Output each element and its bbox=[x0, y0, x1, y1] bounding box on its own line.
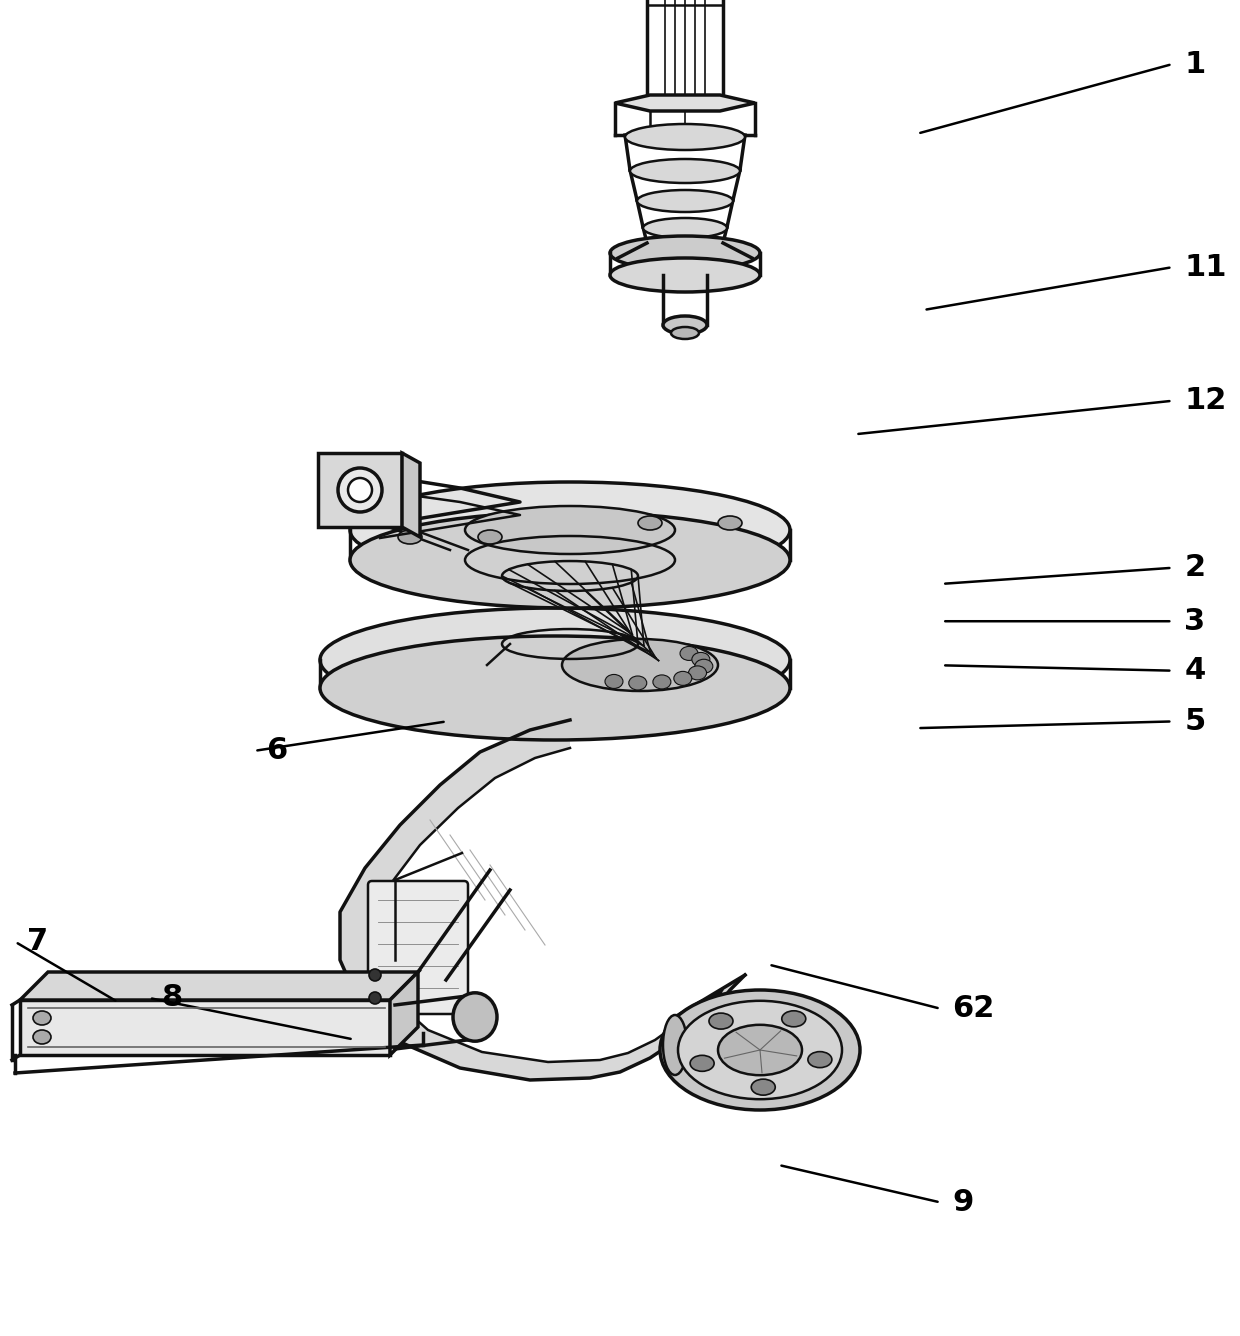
Ellipse shape bbox=[692, 652, 709, 667]
Ellipse shape bbox=[709, 1013, 733, 1029]
Ellipse shape bbox=[348, 478, 372, 502]
Ellipse shape bbox=[639, 516, 662, 530]
Polygon shape bbox=[317, 453, 402, 526]
Ellipse shape bbox=[673, 672, 692, 685]
Ellipse shape bbox=[477, 530, 502, 544]
Text: 4: 4 bbox=[1184, 656, 1205, 685]
Ellipse shape bbox=[453, 993, 497, 1041]
Text: 11: 11 bbox=[1184, 253, 1226, 282]
Ellipse shape bbox=[610, 258, 760, 293]
Ellipse shape bbox=[465, 506, 675, 554]
Polygon shape bbox=[391, 973, 418, 1055]
Text: 12: 12 bbox=[1184, 386, 1226, 415]
Ellipse shape bbox=[653, 675, 671, 689]
Ellipse shape bbox=[370, 993, 381, 1003]
Polygon shape bbox=[340, 720, 745, 1079]
Ellipse shape bbox=[630, 159, 740, 183]
Text: 2: 2 bbox=[1184, 553, 1205, 582]
Ellipse shape bbox=[680, 647, 698, 660]
Ellipse shape bbox=[808, 1051, 832, 1067]
Ellipse shape bbox=[718, 1025, 802, 1075]
Ellipse shape bbox=[398, 530, 422, 544]
Ellipse shape bbox=[605, 675, 622, 688]
Text: 62: 62 bbox=[952, 994, 994, 1023]
Polygon shape bbox=[20, 1001, 391, 1055]
Ellipse shape bbox=[694, 659, 713, 673]
Ellipse shape bbox=[678, 1001, 842, 1100]
Polygon shape bbox=[615, 95, 755, 111]
Ellipse shape bbox=[691, 1055, 714, 1071]
Ellipse shape bbox=[663, 317, 707, 334]
Ellipse shape bbox=[688, 665, 707, 680]
Ellipse shape bbox=[370, 969, 381, 981]
Text: 7: 7 bbox=[27, 927, 48, 957]
Polygon shape bbox=[20, 973, 418, 1001]
Ellipse shape bbox=[660, 990, 861, 1110]
Ellipse shape bbox=[663, 1015, 687, 1075]
Ellipse shape bbox=[33, 1011, 51, 1025]
Text: 3: 3 bbox=[1184, 607, 1205, 636]
Ellipse shape bbox=[644, 218, 727, 238]
Ellipse shape bbox=[320, 636, 790, 740]
Text: 5: 5 bbox=[1184, 707, 1205, 736]
Ellipse shape bbox=[339, 468, 382, 512]
Ellipse shape bbox=[610, 236, 760, 270]
Text: 9: 9 bbox=[952, 1188, 973, 1217]
Text: 1: 1 bbox=[1184, 49, 1205, 79]
Ellipse shape bbox=[625, 124, 745, 150]
Ellipse shape bbox=[350, 482, 790, 578]
Ellipse shape bbox=[350, 512, 790, 608]
Text: 8: 8 bbox=[161, 983, 182, 1013]
Ellipse shape bbox=[629, 676, 647, 689]
Ellipse shape bbox=[718, 516, 742, 530]
Ellipse shape bbox=[33, 1030, 51, 1043]
Ellipse shape bbox=[562, 639, 718, 691]
Text: 6: 6 bbox=[267, 736, 288, 766]
Ellipse shape bbox=[751, 1079, 775, 1096]
Ellipse shape bbox=[320, 608, 790, 712]
Ellipse shape bbox=[671, 327, 699, 339]
Ellipse shape bbox=[781, 1011, 806, 1027]
FancyBboxPatch shape bbox=[368, 880, 467, 1014]
Polygon shape bbox=[402, 453, 420, 537]
Ellipse shape bbox=[637, 190, 733, 212]
